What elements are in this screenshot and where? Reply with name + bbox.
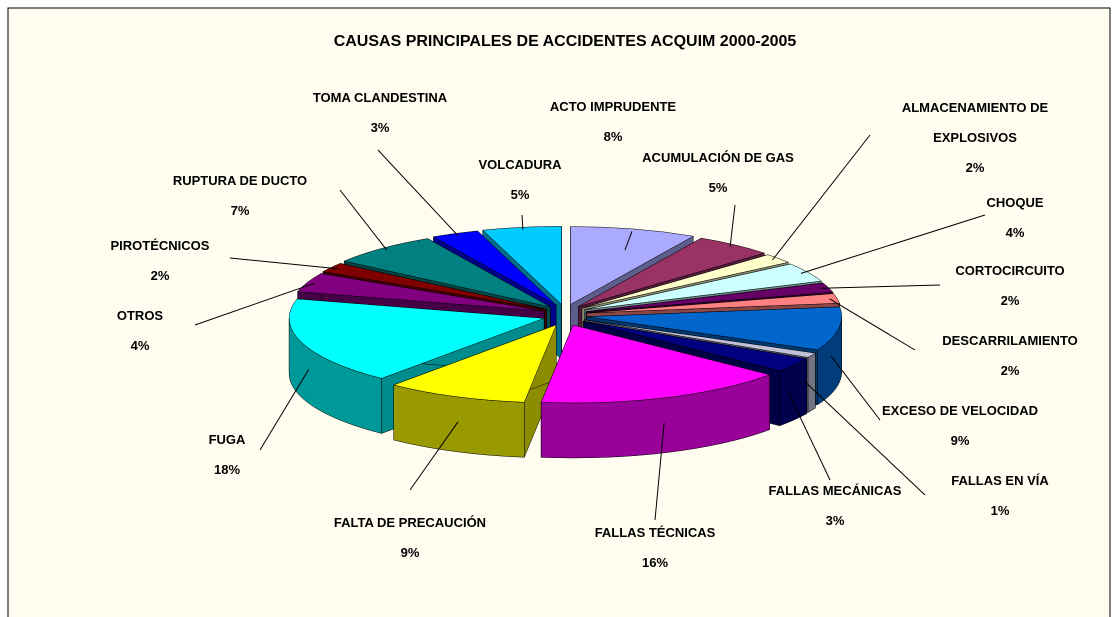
value-label: 7%	[230, 203, 250, 218]
slice	[586, 293, 840, 314]
leader-line	[377, 149, 459, 237]
leader-line	[339, 189, 388, 251]
leader-line	[654, 422, 665, 521]
slice	[586, 306, 842, 351]
leader-line	[259, 368, 310, 451]
category-label: FUGA	[208, 432, 246, 447]
category-label: TOMA CLANDESTINA	[312, 90, 448, 105]
category-label: FALLAS TÉCNICAS	[594, 525, 716, 540]
value-label: 2%	[965, 160, 985, 175]
value-label: 5%	[708, 180, 728, 195]
leader-line	[800, 214, 986, 274]
leader-line	[830, 355, 881, 421]
category-label: ACTO IMPRUDENTE	[549, 99, 677, 114]
leader-line	[772, 134, 871, 261]
slice	[297, 273, 545, 312]
leader-line	[821, 284, 941, 289]
category-label: CORTOCIRCUITO	[955, 263, 1065, 278]
leader-line	[229, 257, 338, 270]
slice-side	[807, 352, 816, 413]
slice	[583, 320, 808, 372]
leader-line	[729, 204, 736, 247]
slice	[288, 298, 545, 379]
slice	[343, 238, 551, 308]
slice	[570, 226, 695, 305]
value-label: 9%	[950, 433, 970, 448]
chart-title: CAUSAS PRINCIPALES DE ACCIDENTES ACQUIM …	[333, 33, 797, 50]
slice	[392, 324, 557, 403]
value-label: 3%	[825, 513, 845, 528]
value-label: 5%	[510, 187, 530, 202]
slice	[578, 237, 766, 307]
value-label: 2%	[150, 268, 170, 283]
category-label: FALLAS EN VÍA	[951, 473, 1049, 488]
leader-line	[829, 298, 916, 351]
category-label: PIROTÉCNICOS	[110, 238, 210, 253]
category-label: OTROS	[116, 308, 164, 323]
category-label: ACUMULACIÓN DE GAS	[642, 150, 794, 165]
category-label: ALMACENAMIENTO DE EXPLOSIVOS	[901, 100, 1049, 145]
slice	[581, 254, 790, 309]
category-label: FALLAS MECÁNICAS	[768, 483, 902, 498]
category-label: FALTA DE PRECAUCIÓN	[333, 515, 487, 530]
value-label: 4%	[130, 338, 150, 353]
slice	[584, 263, 823, 311]
leader-line	[194, 282, 315, 326]
value-label: 4%	[1005, 225, 1025, 240]
slice	[482, 226, 562, 305]
value-label: 1%	[990, 503, 1010, 518]
value-label: 9%	[400, 545, 420, 560]
leader-line	[409, 421, 459, 491]
slice	[432, 230, 557, 306]
value-label: 16%	[641, 555, 669, 570]
value-label: 2%	[1000, 363, 1020, 378]
leader-line	[804, 381, 926, 496]
slice	[584, 319, 817, 358]
slice	[322, 263, 547, 310]
slice	[585, 282, 834, 312]
category-label: RUPTURA DE DUCTO	[172, 173, 308, 188]
leader-line	[787, 390, 831, 481]
leader-line	[624, 231, 633, 251]
category-label: EXCESO DE VELOCIDAD	[881, 403, 1039, 418]
category-label: VOLCADURA	[478, 157, 562, 172]
value-label: 18%	[213, 462, 241, 477]
category-label: CHOQUE	[986, 195, 1044, 210]
leader-line	[521, 214, 524, 230]
value-label: 3%	[370, 120, 390, 135]
category-label: DESCARRILAMIENTO	[942, 333, 1078, 348]
slice	[540, 324, 771, 404]
value-label: 8%	[603, 129, 623, 144]
value-label: 2%	[1000, 293, 1020, 308]
